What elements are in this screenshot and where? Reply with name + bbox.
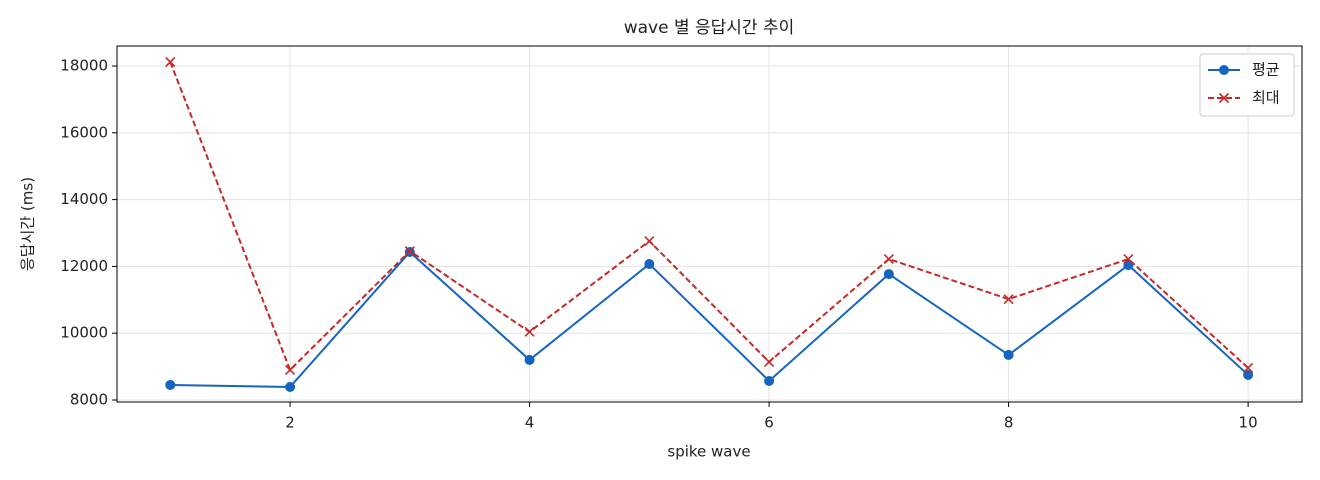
- marker: [764, 375, 775, 386]
- marker: [165, 56, 176, 68]
- marker: [644, 259, 655, 270]
- marker: [284, 364, 296, 376]
- x-tick-label: 6: [764, 414, 774, 432]
- marker: [1123, 253, 1134, 265]
- y-tick-label: 16000: [60, 123, 108, 141]
- y-tick-label: 8000: [70, 390, 108, 408]
- marker: [165, 379, 176, 390]
- x-tick-label: 10: [1239, 414, 1258, 432]
- x-tick-label: 2: [285, 414, 295, 432]
- marker: [883, 269, 894, 280]
- marker: [883, 253, 894, 265]
- marker: [285, 381, 296, 392]
- marker: [764, 356, 775, 367]
- marker: [524, 354, 535, 365]
- y-tick-label: 12000: [60, 257, 108, 275]
- legend-label: 최대: [1252, 89, 1280, 107]
- x-tick-label: 4: [525, 414, 535, 432]
- y-tick-label: 14000: [60, 190, 108, 208]
- legend-box: [1199, 53, 1295, 117]
- marker: [1003, 349, 1014, 360]
- legend-label: 평균: [1252, 61, 1280, 79]
- marker: [1003, 294, 1014, 305]
- series-line: [170, 250, 1249, 388]
- chart-title: wave 별 응답시간 추이: [624, 18, 795, 38]
- y-tick-label: 18000: [60, 57, 108, 75]
- legend-marker: [1218, 92, 1230, 104]
- y-axis-label: 응답시간 (ms): [19, 177, 37, 271]
- series-line: [169, 61, 1249, 372]
- marker: [404, 245, 415, 257]
- x-axis-label: spike wave: [667, 443, 750, 461]
- marker: [1243, 362, 1254, 373]
- marker: [524, 326, 535, 337]
- plot-frame: [116, 45, 1303, 403]
- marker: [1243, 369, 1254, 380]
- marker: [644, 235, 655, 247]
- y-tick-label: 10000: [60, 324, 108, 342]
- legend-marker: [1219, 65, 1229, 75]
- x-tick-label: 8: [1004, 414, 1014, 432]
